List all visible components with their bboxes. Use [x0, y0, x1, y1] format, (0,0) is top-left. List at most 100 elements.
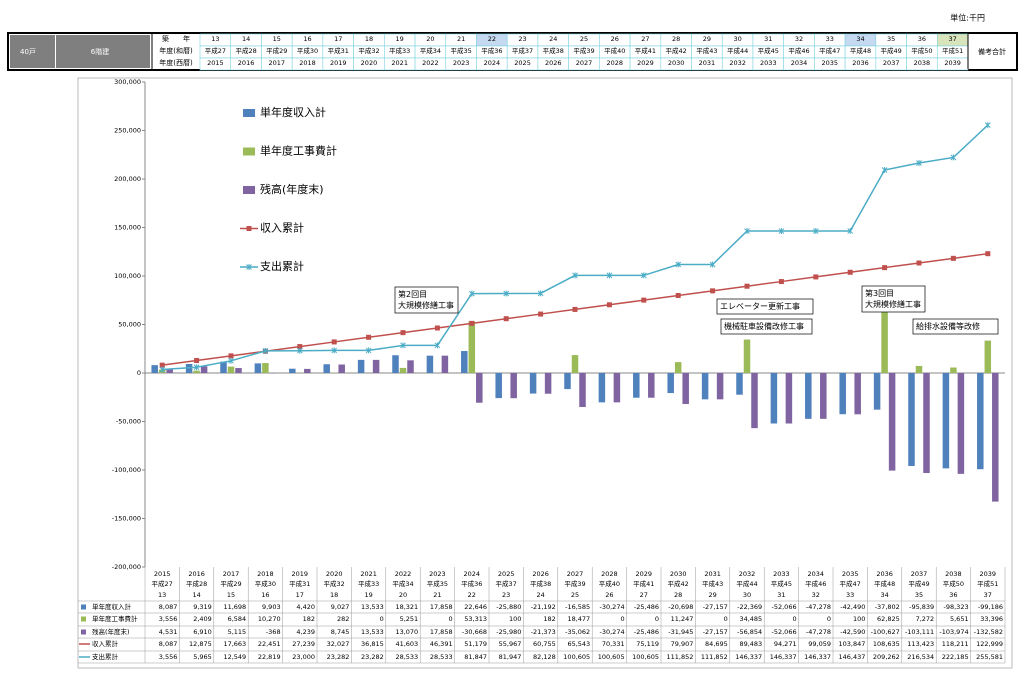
table-header: 平成41 [633, 579, 654, 588]
table-header: 22 [468, 591, 476, 599]
table-value: 32,027 [327, 640, 350, 648]
bar [950, 368, 957, 373]
table-header: 2031 [704, 570, 721, 578]
table-header: 2029 [636, 570, 653, 578]
table-header: 15 [227, 591, 235, 599]
y-tick-label: -150,000 [112, 515, 141, 523]
table-value: 3,556 [159, 653, 178, 661]
table-value: 36,815 [361, 640, 384, 648]
bar [338, 365, 345, 373]
bar [599, 373, 606, 402]
table-value: 79,907 [671, 640, 694, 648]
bar [977, 373, 984, 469]
bar [427, 356, 434, 373]
bar [564, 373, 571, 389]
annotation: エレベーター更新工事 [720, 301, 800, 311]
header-value: 2016 [238, 59, 255, 67]
header-value: 2023 [453, 59, 470, 67]
table-header: 33 [846, 591, 854, 599]
header-value: 2019 [330, 59, 347, 67]
table-header: 24 [536, 591, 544, 599]
table-header: 平成36 [461, 579, 482, 588]
table-header: 2032 [739, 570, 756, 578]
header-value: 2026 [545, 59, 562, 67]
table-header: 18 [330, 591, 338, 599]
table-value: 99,059 [808, 640, 831, 648]
y-tick-label: 200,000 [114, 175, 141, 183]
table-value: 18,321 [395, 603, 418, 611]
table-value: -132,582 [974, 628, 1003, 636]
table-value: 46,391 [430, 640, 453, 648]
table-header: 26 [605, 591, 613, 599]
table-value: -56,854 [737, 628, 762, 636]
bar [235, 368, 242, 373]
header-value: 平成51 [942, 46, 963, 55]
table-header: 32 [812, 591, 820, 599]
table-value: 28,533 [430, 653, 453, 661]
annotation: 大規模修繕工事 [398, 300, 454, 310]
table-header: 2036 [876, 570, 893, 578]
legend-label: 単年度工事費計 [260, 144, 337, 158]
table-header: 平成43 [702, 579, 723, 588]
table-value: 18,477 [567, 615, 590, 623]
table-value: 8,087 [159, 640, 178, 648]
header-value: 25 [580, 35, 588, 43]
header-value: 平成31 [328, 46, 349, 55]
header-value: 平成34 [420, 46, 441, 55]
table-value: 81,947 [499, 653, 522, 661]
bar [771, 373, 778, 424]
bar [916, 366, 923, 373]
bar [572, 355, 579, 373]
header-value: 2031 [699, 59, 716, 67]
header-value: 平成41 [635, 46, 656, 55]
header-value: 平成33 [389, 46, 410, 55]
table-value: 8,087 [159, 603, 178, 611]
header-value: 平成30 [297, 46, 318, 55]
line-marker [882, 265, 887, 270]
line-marker [607, 302, 612, 307]
floors: 6階建 [91, 47, 109, 56]
table-value: 41,603 [395, 640, 418, 648]
table-value: 89,483 [739, 640, 762, 648]
bar [633, 373, 640, 398]
header-value: 14 [242, 35, 250, 43]
table-value: 13,533 [361, 628, 384, 636]
table-value: 100,605 [563, 653, 590, 661]
bar [193, 371, 200, 373]
line-marker [745, 284, 750, 289]
line-marker [538, 312, 543, 317]
table-header: 平成28 [186, 579, 207, 588]
annotation: 第2回目 [398, 289, 427, 299]
table-row-label: 単年度収入計 [92, 602, 132, 611]
header-value: 30 [733, 35, 741, 43]
y-tick-label: -100,000 [112, 466, 141, 474]
line-marker [641, 298, 646, 303]
header-value: 15 [273, 35, 281, 43]
table-value: 62,825 [877, 615, 900, 623]
table-value: 33,396 [980, 615, 1003, 623]
table-value: 146,337 [804, 653, 831, 661]
table-header: 2017 [223, 570, 240, 578]
header-value: 18 [365, 35, 373, 43]
table-header: 平成49 [908, 579, 929, 588]
header-value: 平成42 [666, 46, 687, 55]
bar [923, 373, 930, 473]
table-value: 3,556 [159, 615, 178, 623]
bar [442, 356, 449, 373]
header-value: 2029 [637, 59, 654, 67]
table-header: 平成33 [358, 579, 379, 588]
bar [648, 373, 655, 398]
header-value: 35 [887, 35, 895, 43]
table-header: 37 [984, 591, 992, 599]
table-header: 2025 [498, 570, 515, 578]
header-value: 26 [611, 35, 619, 43]
line-marker [247, 226, 252, 231]
table-value: 13,533 [361, 603, 384, 611]
table-swatch [81, 630, 86, 635]
table-value: 28,533 [395, 653, 418, 661]
table-value: 17,663 [223, 640, 246, 648]
table-value: 146,437 [839, 653, 866, 661]
table-value: -52,066 [772, 628, 797, 636]
bar [682, 373, 689, 404]
bar [958, 373, 965, 474]
